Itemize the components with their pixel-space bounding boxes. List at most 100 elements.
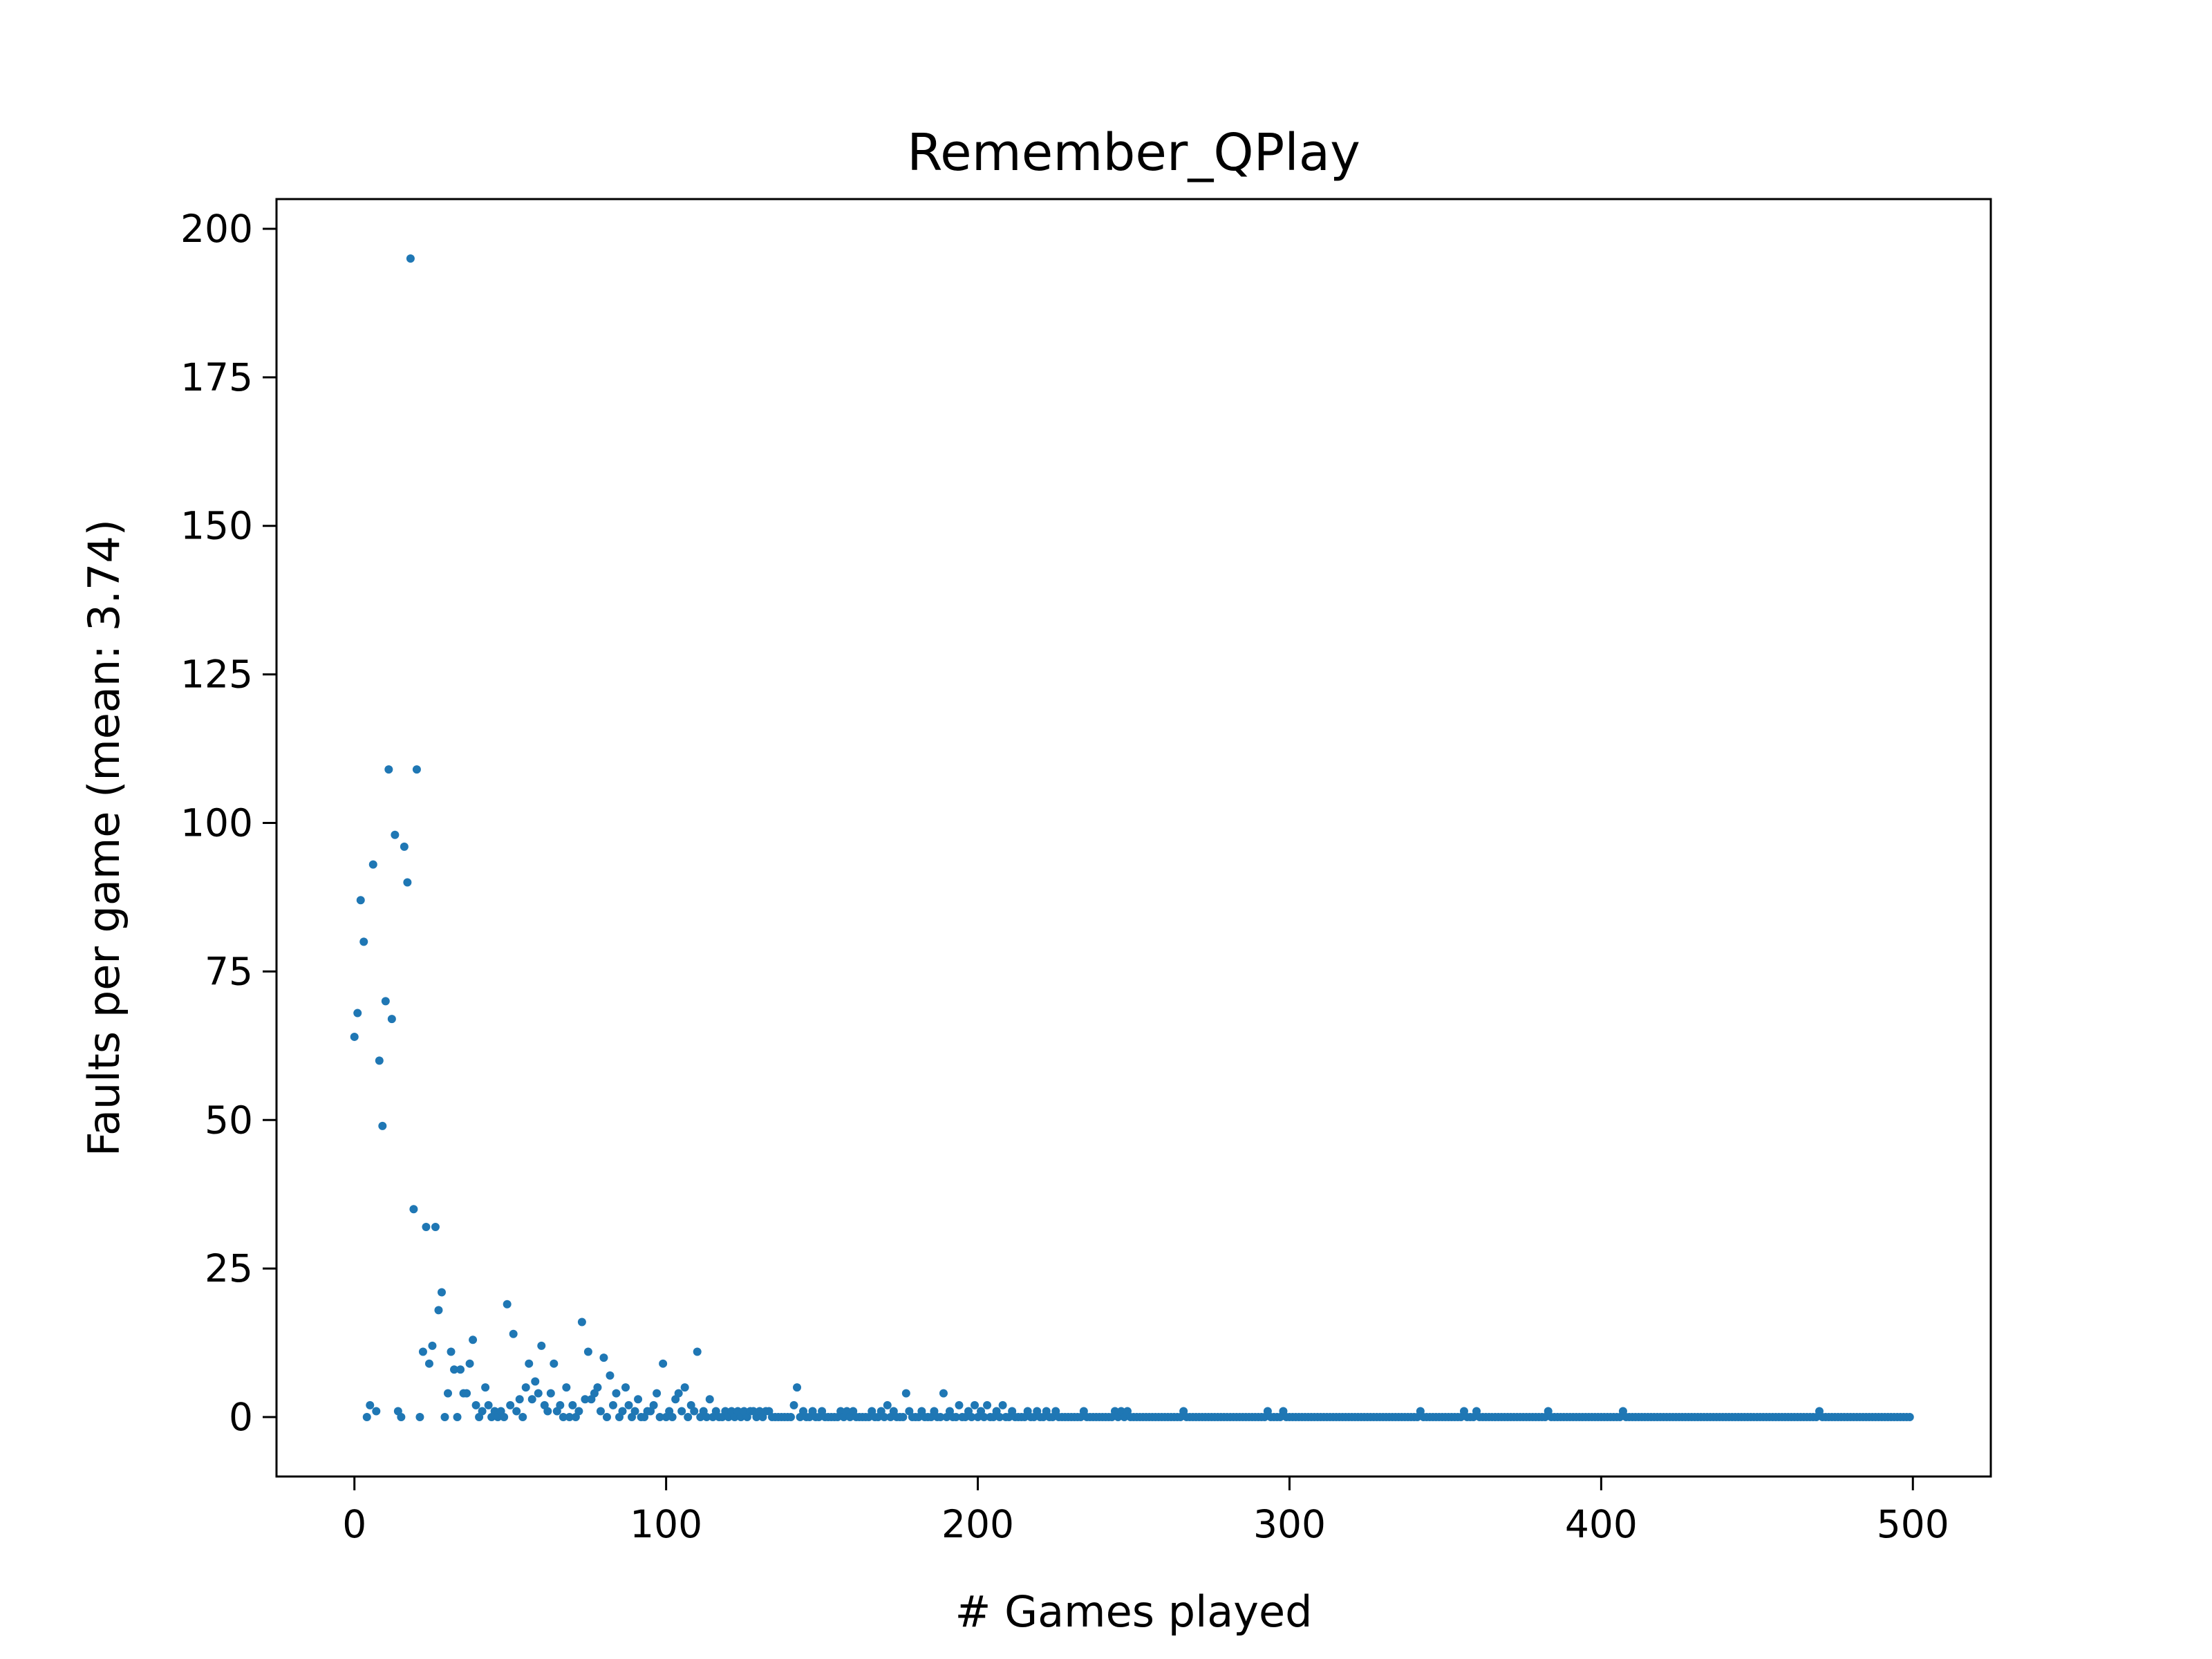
data-point [450,1365,459,1374]
data-point [951,1413,960,1422]
data-point [462,1389,471,1398]
data-point [368,860,377,869]
data-point [793,1383,802,1392]
y-tick-label: 0 [229,1395,253,1439]
data-point [521,1383,530,1392]
data-point [447,1347,456,1356]
data-point [415,1413,424,1422]
data-point [537,1341,546,1350]
data-point [366,1400,375,1409]
data-point [481,1383,490,1392]
x-tick-label: 400 [1565,1502,1638,1546]
data-point [534,1389,543,1398]
data-point [515,1395,524,1404]
data-point [577,1318,586,1327]
x-tick-label: 500 [1877,1502,1949,1546]
data-point [503,1300,512,1309]
data-point [634,1395,643,1404]
y-tick-label: 50 [205,1098,253,1142]
data-point [562,1383,571,1392]
data-point [400,842,409,851]
data-point [350,1032,359,1041]
data-point [649,1400,658,1409]
data-point [356,896,365,905]
data-point [387,1015,396,1024]
data-point [630,1407,639,1416]
data-point [550,1359,559,1368]
data-point [559,1413,568,1422]
data-point [971,1400,980,1409]
data-point [980,1413,988,1422]
data-point [653,1389,662,1398]
data-point [372,1407,381,1416]
y-tick-label: 125 [180,653,253,697]
y-tick-label: 75 [205,949,253,993]
y-tick-label: 25 [205,1246,253,1291]
data-point [418,1347,427,1356]
data-point [469,1335,478,1344]
data-point [543,1407,552,1416]
data-point [428,1341,437,1350]
x-tick-label: 100 [630,1502,702,1546]
x-tick-label: 300 [1253,1502,1326,1546]
data-point [527,1395,536,1404]
data-point [546,1389,555,1398]
data-point [624,1400,633,1409]
data-point [409,1205,418,1214]
data-point [998,1400,1007,1409]
data-point [531,1377,540,1386]
data-point [471,1400,480,1409]
y-axis-label: Faults per game (mean: 3.74) [79,519,129,1156]
data-point [967,1413,976,1422]
data-point [995,1413,1004,1422]
data-point [437,1288,446,1297]
data-point [939,1389,948,1398]
data-point [556,1400,565,1409]
data-point [789,1400,798,1409]
x-tick-label: 200 [941,1502,1014,1546]
data-point [693,1347,702,1356]
data-point [677,1407,686,1416]
data-point [456,1365,465,1374]
data-point [378,1121,387,1130]
data-point [512,1407,521,1416]
data-point [1905,1413,1914,1422]
y-axis-ticks: 0 25 50 75 100 125 150 175 200 [180,207,276,1439]
data-point [397,1413,406,1422]
data-point [574,1407,583,1416]
data-point [901,1389,910,1398]
data-point [702,1413,711,1422]
data-point [602,1413,611,1422]
data-point [668,1413,677,1422]
x-axis-ticks: 0 100 200 300 400 500 [342,1477,1949,1546]
data-point [787,1413,795,1422]
data-point [596,1407,605,1416]
data-point [478,1407,487,1416]
data-point [384,765,393,774]
data-point [599,1353,608,1362]
data-point [612,1389,621,1398]
data-point [391,830,400,839]
data-point [424,1359,433,1368]
data-point [359,937,368,946]
data-point [565,1413,574,1422]
data-point [500,1413,509,1422]
data-point [506,1400,515,1409]
data-point [518,1413,527,1422]
y-tick-label: 175 [180,355,253,400]
data-point [955,1400,964,1409]
data-point [680,1383,689,1392]
data-point [444,1389,452,1398]
data-point [465,1359,474,1368]
data-point [705,1395,714,1404]
data-point [434,1306,443,1315]
data-point [381,997,390,1006]
data-point [899,1413,908,1422]
data-point [621,1383,630,1392]
data-point [583,1347,592,1356]
data-point [509,1329,518,1338]
plot-frame [275,198,1992,1478]
data-point [659,1359,668,1368]
data-point [606,1371,615,1380]
